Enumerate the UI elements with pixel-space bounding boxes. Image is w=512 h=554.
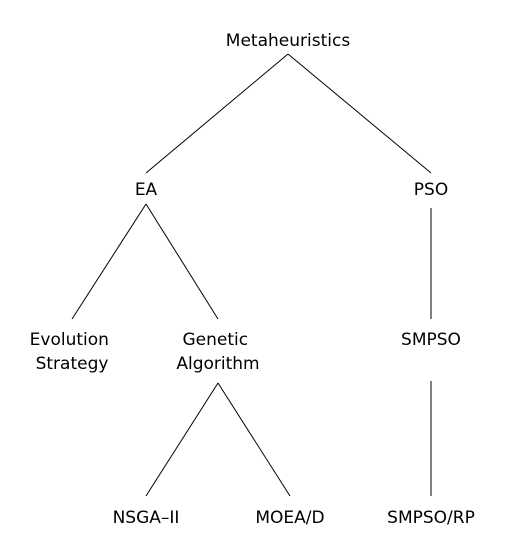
node-evolution-strategy-line-1: Evolution (30, 330, 109, 350)
node-smpso-line-1: SMPSO (401, 330, 461, 350)
edge-metaheuristics-pso (287, 53, 432, 174)
edge-genetic-algorithm-nsga2 (145, 382, 219, 497)
node-evolution-strategy-line-2: Strategy (36, 354, 109, 374)
edge-ea-genetic-algorithm (145, 203, 219, 320)
node-genetic-algorithm-line-1: Genetic (182, 330, 248, 350)
node-metaheuristics-line-1: Metaheuristics (226, 31, 351, 51)
node-moead-line-1: MOEA/D (255, 508, 324, 528)
tree-nodes: Metaheuristics EA PSO Evolution Strategy… (30, 31, 475, 528)
node-nsga2-line-1: NSGA–II (113, 508, 180, 528)
node-genetic-algorithm: Genetic Algorithm (176, 330, 259, 374)
node-smpso-rp: SMPSO/RP (387, 508, 475, 528)
node-evolution-strategy: Evolution Strategy (30, 330, 115, 374)
node-moead: MOEA/D (255, 508, 324, 528)
edge-ea-evolution-strategy (71, 203, 147, 320)
tree-edges (71, 53, 432, 497)
node-pso-line-1: PSO (414, 180, 448, 200)
node-pso: PSO (414, 180, 448, 200)
node-genetic-algorithm-line-2: Algorithm (176, 354, 259, 374)
node-smpso-rp-line-1: SMPSO/RP (387, 508, 475, 528)
node-metaheuristics: Metaheuristics (226, 31, 351, 51)
node-ea: EA (135, 180, 158, 200)
edge-genetic-algorithm-moead (217, 382, 291, 497)
node-nsga2: NSGA–II (113, 508, 180, 528)
node-smpso: SMPSO (401, 330, 461, 350)
edge-metaheuristics-ea (145, 53, 289, 174)
node-ea-line-1: EA (135, 180, 158, 200)
